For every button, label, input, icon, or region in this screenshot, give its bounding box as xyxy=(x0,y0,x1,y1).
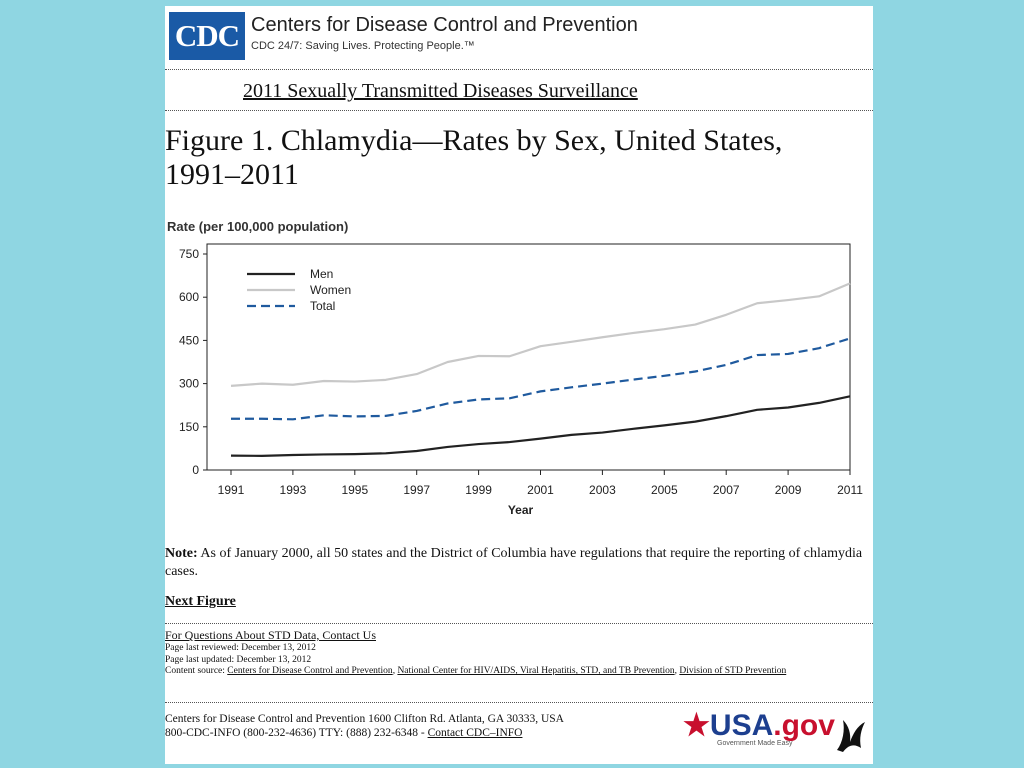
footer: Centers for Disease Control and Preventi… xyxy=(165,712,685,740)
legend-label-total: Total xyxy=(310,299,335,313)
source-link-cdc[interactable]: Centers for Disease Control and Preventi… xyxy=(227,666,393,676)
y-tick-label: 450 xyxy=(179,333,199,347)
y-tick-label: 300 xyxy=(179,377,199,391)
last-updated: Page last updated: December 13, 2012 xyxy=(165,654,312,665)
legend-label-men: Men xyxy=(310,267,333,281)
x-tick-label: 2005 xyxy=(651,483,678,497)
x-tick-label: 1995 xyxy=(341,483,368,497)
series-line-men xyxy=(230,395,851,457)
figure-title: Figure 1. Chlamydia—Rates by Sex, United… xyxy=(165,124,783,191)
x-tick-label: 1999 xyxy=(465,483,492,497)
x-axis-label: Year xyxy=(508,503,534,517)
x-tick-label: 1993 xyxy=(280,483,307,497)
x-tick-label: 1991 xyxy=(218,483,245,497)
hhs-eagle-icon[interactable] xyxy=(833,712,869,756)
y-tick-label: 600 xyxy=(179,290,199,304)
divider xyxy=(165,623,873,624)
x-tick-label: 2011 xyxy=(837,483,863,497)
y-tick-label: 750 xyxy=(179,247,199,261)
source-link-dstdp[interactable]: Division of STD Prevention xyxy=(679,666,787,676)
note-text: As of January 2000, all 50 states and th… xyxy=(165,546,863,579)
usagov-star-icon: ★ xyxy=(683,709,710,742)
last-reviewed: Page last reviewed: December 13, 2012 xyxy=(165,643,316,653)
series-line-total xyxy=(231,337,851,421)
note-label: Note: xyxy=(165,546,198,561)
tagline: CDC 24/7: Saving Lives. Protecting Peopl… xyxy=(251,40,475,52)
content-source: Content source: Centers for Disease Cont… xyxy=(165,666,787,676)
contact-link[interactable]: For Questions About STD Data, Contact Us xyxy=(165,628,376,642)
surveillance-title[interactable]: 2011 Sexually Transmitted Diseases Surve… xyxy=(243,80,638,102)
source-label: Content source: xyxy=(165,666,225,676)
footer-address: Centers for Disease Control and Preventi… xyxy=(165,713,564,725)
usagov-logo[interactable]: ★USA.gov Government Made Easy xyxy=(683,709,835,760)
legend-label-women: Women xyxy=(310,283,351,297)
footer-phone-line: 800-CDC-INFO (800-232-4636) TTY: (888) 2… xyxy=(165,726,685,740)
cdc-logo[interactable]: CDC xyxy=(169,12,245,60)
usagov-suffix: .gov xyxy=(773,709,835,742)
x-tick-label: 2007 xyxy=(713,483,740,497)
y-tick-label: 0 xyxy=(192,463,199,477)
contact-cdc-info-link[interactable]: Contact CDC–INFO xyxy=(427,727,523,739)
page-meta: Page last reviewed: December 13, 2012 Pa… xyxy=(165,643,865,678)
page: CDC Centers for Disease Control and Prev… xyxy=(165,6,873,764)
footer-phone: 800-CDC-INFO (800-232-4636) TTY: (888) 2… xyxy=(165,727,425,739)
divider xyxy=(165,69,873,70)
y-tick-label: 150 xyxy=(179,420,199,434)
series-line-women xyxy=(230,282,851,388)
cdc-header: CDC Centers for Disease Control and Prev… xyxy=(167,10,867,62)
org-name: Centers for Disease Control and Preventi… xyxy=(251,14,638,36)
usagov-sub: Government Made Easy xyxy=(717,740,793,747)
next-figure-link[interactable]: Next Figure xyxy=(165,594,236,609)
usagov-main: USA xyxy=(709,709,774,742)
divider xyxy=(165,702,873,703)
x-tick-label: 2003 xyxy=(589,483,616,497)
x-tick-label: 2001 xyxy=(527,483,554,497)
note: Note: As of January 2000, all 50 states … xyxy=(165,545,873,581)
source-link-nchhstp[interactable]: National Center for HIV/AIDS, Viral Hepa… xyxy=(397,666,675,676)
x-tick-label: 1997 xyxy=(403,483,430,497)
chlamydia-chart: 0 150 300 450 600 750 1991 1993 1995 1997 1999 2001… xyxy=(179,243,863,517)
plot-frame xyxy=(206,243,851,471)
divider xyxy=(165,110,873,111)
y-axis-label: Rate (per 100,000 population) xyxy=(167,219,349,234)
x-tick-label: 2009 xyxy=(775,483,802,497)
